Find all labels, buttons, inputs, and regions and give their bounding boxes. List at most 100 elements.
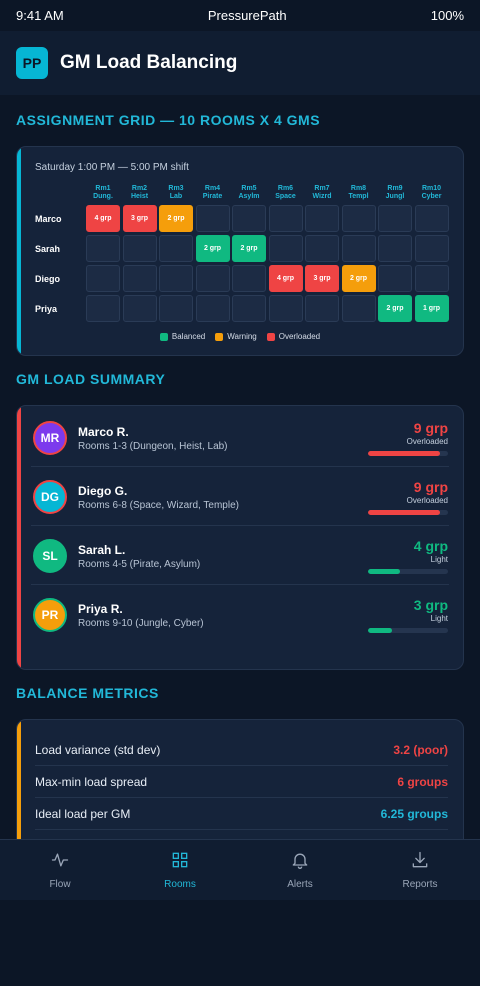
assignment-cell[interactable]: 4 grp bbox=[268, 265, 303, 292]
gm-load-status: Light bbox=[430, 614, 448, 623]
load-bar bbox=[368, 569, 448, 574]
assignment-cell[interactable] bbox=[86, 265, 120, 292]
gm-row[interactable]: MR Marco R. Rooms 1-3 (Dungeon, Heist, Lab… bbox=[17, 408, 463, 467]
tab-alerts[interactable]: Alerts bbox=[240, 840, 360, 900]
assignment-cell[interactable] bbox=[305, 235, 339, 262]
assignment-cell[interactable] bbox=[159, 265, 193, 292]
assignment-cell[interactable] bbox=[378, 235, 412, 262]
assignment-cell[interactable] bbox=[268, 205, 303, 232]
column-header-room-name: Dung. bbox=[93, 193, 113, 200]
divider bbox=[31, 584, 449, 585]
tab-rooms[interactable]: Rooms bbox=[120, 840, 240, 900]
assignment-cell[interactable]: 2 grp bbox=[341, 265, 376, 292]
assignment-cell[interactable] bbox=[305, 295, 339, 322]
load-bar-fill bbox=[368, 451, 440, 456]
assignment-cell[interactable]: 2 grp bbox=[378, 295, 412, 322]
assignment-cell[interactable] bbox=[414, 265, 449, 292]
legend-swatch bbox=[215, 332, 224, 341]
gm-load-value: 9 grp bbox=[413, 479, 448, 495]
assignment-cell[interactable] bbox=[122, 265, 157, 292]
tab-label: Reports bbox=[402, 879, 438, 890]
column-header-rm5: Rm5 Asylm bbox=[232, 185, 266, 201]
divider bbox=[31, 525, 449, 526]
column-header-room-name: Heist bbox=[130, 193, 149, 200]
assignment-cell[interactable]: 1 grp bbox=[414, 295, 449, 322]
legend-item-warning: Warning bbox=[215, 332, 257, 341]
gm-load-value: 3 grp bbox=[413, 597, 448, 613]
assignment-cell[interactable] bbox=[195, 205, 230, 232]
gm-load-status: Light bbox=[430, 555, 448, 564]
gm-load-summary-card: MR Marco R. Rooms 1-3 (Dungeon, Heist, Lab… bbox=[16, 405, 464, 670]
assignment-cell[interactable] bbox=[122, 235, 157, 262]
assignment-cell[interactable] bbox=[159, 295, 193, 322]
assignment-cell[interactable] bbox=[378, 205, 412, 232]
assignment-cell[interactable] bbox=[414, 235, 449, 262]
activity-icon bbox=[50, 850, 70, 873]
assignment-cell[interactable] bbox=[341, 235, 376, 262]
status-bar: 9:41 AM PressurePath 100% bbox=[0, 0, 480, 31]
assignment-cell[interactable] bbox=[305, 205, 339, 232]
gm-load-value: 4 grp bbox=[413, 538, 448, 554]
assignment-cell[interactable] bbox=[232, 265, 266, 292]
assignment-cell[interactable] bbox=[414, 205, 449, 232]
bottom-tab-bar: Flow Rooms Alerts Reports bbox=[0, 839, 480, 900]
assignment-cell[interactable]: 3 grp bbox=[305, 265, 339, 292]
app-header: PP GM Load Balancing bbox=[0, 31, 480, 95]
bell-icon bbox=[290, 850, 310, 873]
legend-label: Overloaded bbox=[278, 332, 321, 341]
gm-row[interactable]: SL Sarah L. Rooms 4-5 (Pirate, Asylum) 4 gr… bbox=[17, 526, 463, 585]
tab-flow[interactable]: Flow bbox=[0, 840, 120, 900]
metric-row: Load variance (std dev) 3.2 (poor) bbox=[35, 734, 448, 766]
assignment-cell[interactable]: 2 grp bbox=[195, 235, 230, 262]
legend-item-balanced: Balanced bbox=[159, 332, 206, 341]
column-header-rm7: Rm7 Wizrd bbox=[305, 185, 339, 201]
load-bar-fill bbox=[368, 628, 392, 633]
assignment-cell[interactable]: 2 grp bbox=[232, 235, 266, 262]
column-header-room-number: Rm5 bbox=[241, 185, 257, 192]
assignment-cell[interactable] bbox=[341, 205, 376, 232]
gm-load-value: 9 grp bbox=[413, 420, 448, 436]
tab-label: Flow bbox=[49, 879, 71, 890]
column-header-room-name: Jungl bbox=[385, 193, 405, 200]
assignment-cell[interactable] bbox=[86, 235, 120, 262]
assignment-cell[interactable]: 2 grp bbox=[159, 205, 193, 232]
grid-icon bbox=[170, 850, 190, 873]
assignment-cell[interactable]: 3 grp bbox=[122, 205, 157, 232]
avatar: MR bbox=[33, 421, 67, 455]
assignment-cell[interactable] bbox=[86, 295, 120, 322]
assignment-cell[interactable] bbox=[268, 235, 303, 262]
assignment-cell[interactable] bbox=[232, 295, 266, 322]
gm-row[interactable]: PR Priya R. Rooms 9-10 (Jungle, Cyber) 3 gr… bbox=[17, 585, 463, 644]
assignment-cell[interactable] bbox=[195, 295, 230, 322]
assignment-cell[interactable] bbox=[122, 295, 157, 322]
column-header-room-name: Space bbox=[275, 193, 296, 200]
assignment-cell[interactable] bbox=[232, 205, 266, 232]
assignment-cell[interactable] bbox=[195, 265, 230, 292]
assignment-cell[interactable] bbox=[268, 295, 303, 322]
status-battery: 100% bbox=[430, 8, 464, 23]
load-bar-fill bbox=[368, 510, 440, 515]
grid-legend: Balanced Warning Overloaded bbox=[17, 332, 463, 341]
assignment-cell[interactable] bbox=[159, 235, 193, 262]
assignment-cell[interactable] bbox=[378, 265, 412, 292]
metric-value: 6 groups bbox=[397, 774, 448, 789]
column-header-room-number: Rm3 bbox=[168, 185, 184, 192]
legend-label: Balanced bbox=[171, 332, 206, 341]
assignment-grid-card: Saturday 1:00 PM — 5:00 PM shift Rm1 Dung… bbox=[16, 146, 464, 356]
assignment-cell[interactable]: 4 grp bbox=[86, 205, 120, 232]
avatar: DG bbox=[33, 480, 67, 514]
gm-name: Sarah L. bbox=[78, 543, 126, 557]
tab-reports[interactable]: Reports bbox=[360, 840, 480, 900]
column-header-rm9: Rm9 Jungl bbox=[378, 185, 412, 201]
card-accent-bar bbox=[17, 147, 21, 355]
gm-load-status: Overloaded bbox=[406, 437, 448, 446]
assignment-grid-title: ASSIGNMENT GRID — 10 ROOMS X 4 GMS bbox=[16, 112, 321, 128]
main-content[interactable]: ASSIGNMENT GRID — 10 ROOMS X 4 GMS Satur… bbox=[0, 95, 480, 839]
metric-value: 3.2 (poor) bbox=[393, 742, 448, 757]
gm-row[interactable]: DG Diego G. Rooms 6-8 (Space, Wizard, Temp… bbox=[17, 467, 463, 526]
column-header-rm3: Rm3 Lab bbox=[159, 185, 193, 201]
app-logo[interactable]: PP bbox=[16, 47, 48, 79]
row-label-sarah: Sarah bbox=[35, 244, 61, 254]
assignment-cell[interactable] bbox=[341, 295, 376, 322]
gm-rooms: Rooms 6-8 (Space, Wizard, Temple) bbox=[78, 500, 239, 511]
